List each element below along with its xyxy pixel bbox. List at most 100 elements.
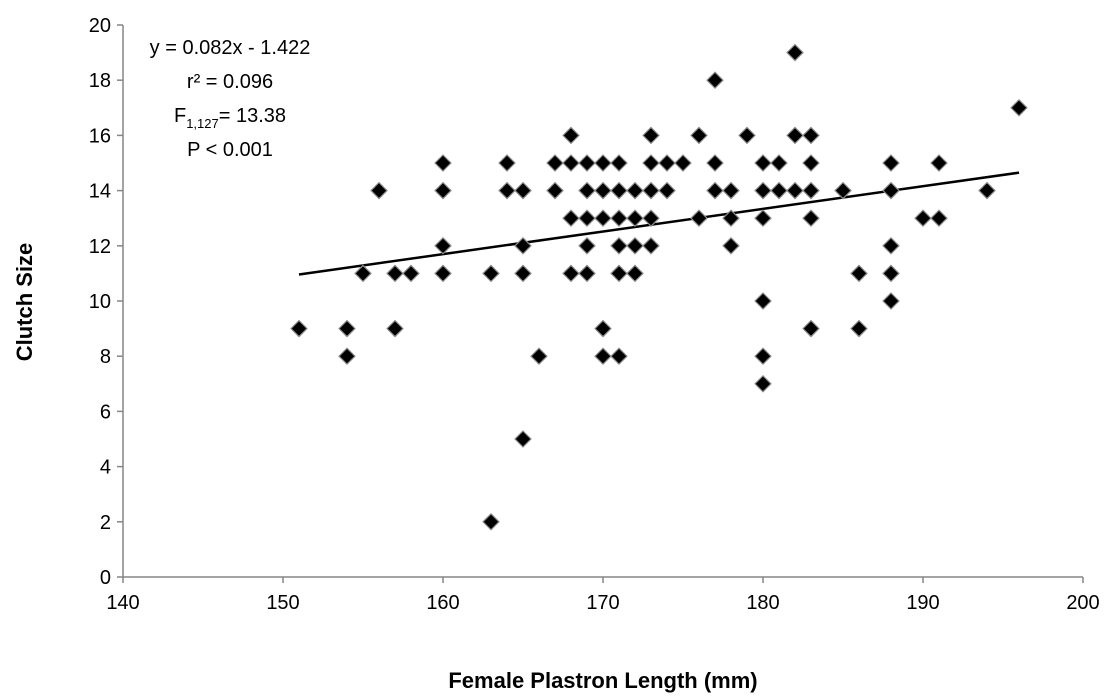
data-point [882, 236, 900, 255]
p-value-label: P < 0.001 [187, 139, 273, 161]
data-point [482, 264, 500, 283]
data-point [610, 181, 628, 200]
data-point [514, 236, 532, 255]
data-point [802, 319, 820, 338]
y-tick-label: 0 [100, 567, 111, 589]
data-point [882, 292, 900, 310]
data-point [386, 319, 404, 338]
data-point [578, 181, 596, 200]
data-point [882, 181, 900, 200]
data-point [594, 154, 612, 172]
data-point [610, 209, 628, 228]
data-point [626, 181, 644, 200]
data-point [882, 264, 900, 283]
y-axis-title: Clutch Size [12, 243, 37, 362]
data-point [850, 319, 868, 338]
data-point [594, 347, 612, 366]
f-prefix: F [174, 105, 186, 127]
data-point [802, 154, 820, 172]
data-point [578, 209, 596, 228]
data-point [722, 181, 740, 200]
data-point [770, 181, 788, 200]
data-point [754, 181, 772, 200]
x-axis-title: Female Plastron Length (mm) [448, 668, 757, 693]
f-subscript: 1,127 [186, 116, 219, 131]
data-point [914, 209, 932, 228]
data-point [514, 181, 532, 200]
data-point [610, 154, 628, 172]
data-point [882, 154, 900, 172]
data-point [338, 319, 356, 338]
y-tick-label: 18 [89, 70, 111, 92]
x-tick-label: 180 [746, 592, 779, 614]
data-point [626, 236, 644, 255]
data-point [562, 126, 580, 145]
data-point [674, 154, 692, 172]
data-point [626, 264, 644, 283]
data-point [578, 236, 596, 255]
data-point [626, 209, 644, 228]
data-point [610, 264, 628, 283]
trendline [298, 171, 1020, 276]
data-point [498, 181, 516, 200]
data-point [754, 154, 772, 172]
data-point [722, 209, 740, 228]
data-point [786, 126, 804, 145]
f-statistic-label: F1,127= 13.38 [174, 105, 286, 131]
data-point [594, 319, 612, 338]
data-point [754, 347, 772, 366]
data-point [930, 154, 948, 172]
data-point [706, 71, 724, 90]
data-point [354, 264, 372, 283]
data-point [738, 126, 756, 145]
data-point [978, 181, 996, 200]
data-point [1010, 98, 1028, 117]
data-point [562, 264, 580, 283]
data-point [754, 374, 772, 393]
r-squared-label: r² = 0.096 [187, 71, 273, 93]
data-point [530, 347, 548, 366]
data-point [578, 154, 596, 172]
x-tick-label: 170 [586, 592, 619, 614]
x-tick-label: 200 [1066, 592, 1099, 614]
data-point [642, 154, 660, 172]
data-point [338, 347, 356, 366]
data-point [642, 236, 660, 255]
data-point [850, 264, 868, 283]
data-point [610, 236, 628, 255]
y-tick-label: 12 [89, 236, 111, 258]
data-point [546, 154, 564, 172]
data-point [754, 209, 772, 228]
data-point [386, 264, 404, 283]
axes [117, 24, 1084, 583]
data-point [706, 181, 724, 200]
data-point [290, 319, 308, 338]
y-tick-label: 2 [100, 512, 111, 534]
x-tick-label: 160 [426, 592, 459, 614]
data-point [562, 154, 580, 172]
y-tick-label: 6 [100, 401, 111, 423]
x-tick-label: 150 [266, 592, 299, 614]
data-point [498, 154, 516, 172]
data-point [642, 209, 660, 228]
data-point [434, 181, 452, 200]
data-point [802, 209, 820, 228]
y-tick-label: 16 [89, 125, 111, 147]
data-point [402, 264, 420, 283]
data-point [786, 181, 804, 200]
data-point [482, 512, 500, 531]
equation-label: y = 0.082x - 1.422 [150, 37, 311, 59]
y-tick-label: 10 [89, 291, 111, 313]
data-point [578, 264, 596, 283]
data-point [514, 430, 532, 448]
data-point [434, 264, 452, 283]
data-point [786, 43, 804, 62]
data-point [706, 154, 724, 172]
y-tick-label: 4 [100, 457, 111, 479]
data-point [802, 181, 820, 200]
data-point [594, 209, 612, 228]
data-point [514, 264, 532, 283]
x-tick-label: 190 [906, 592, 939, 614]
data-point [562, 209, 580, 228]
